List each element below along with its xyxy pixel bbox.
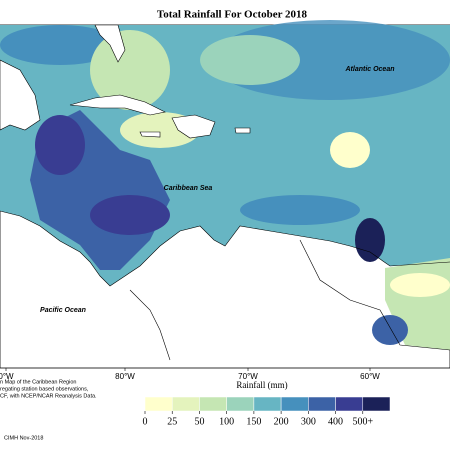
color-bin: [226, 396, 255, 412]
sea-label: Caribbean Sea: [164, 185, 213, 192]
rainfall-shading: [0, 20, 450, 270]
rainfall-low: [390, 273, 450, 297]
color-bin: [144, 396, 173, 412]
lon-label: 0°W: [0, 372, 14, 381]
lon-label: 60°W: [360, 372, 380, 381]
color-bin: [253, 396, 282, 412]
legend-tick-label: 150: [246, 416, 261, 427]
land: [0, 24, 251, 139]
legend-tick-label: 500+: [352, 416, 373, 427]
legend-tick-label: 100: [219, 416, 234, 427]
legend: 0 25 50 100 150 200 300 400 500+: [143, 396, 391, 427]
caption-line: regating station based observations,: [0, 386, 89, 392]
color-bin: [335, 396, 364, 412]
ocean-label: Pacific Ocean: [40, 307, 86, 314]
legend-tick-label: 300: [301, 416, 316, 427]
title: Total Rainfall For October 2018: [157, 9, 308, 21]
legend-tick-label: 0: [143, 416, 148, 427]
caption-line: CF, with NCEP/NCAR Reanalysis Data.: [0, 393, 97, 399]
color-bin: [280, 396, 309, 412]
legend-title: Rainfall (mm): [236, 380, 287, 390]
legend-tick-label: 25: [167, 416, 177, 427]
caption-line: CIMH Nov-2018: [4, 435, 43, 441]
legend-tick-label: 50: [194, 416, 204, 427]
color-bin: [171, 396, 200, 412]
color-bin: [362, 396, 391, 412]
legend-tick-label: 400: [328, 416, 343, 427]
longitude-labels: 0°W 80°W 70°W 60°W: [0, 368, 380, 381]
rainfall-high: [372, 315, 408, 345]
lon-label: 80°W: [115, 372, 135, 381]
ocean-label: Atlantic Ocean: [344, 66, 394, 73]
lon-label: 70°W: [238, 372, 258, 381]
legend-tick-label: 200: [274, 416, 289, 427]
map: Atlantic Ocean Caribbean Sea Pacific Oce…: [0, 20, 450, 369]
color-bin: [308, 396, 336, 412]
color-bin: [199, 396, 227, 412]
caption-line: n Map of the Caribbean Region: [0, 379, 76, 385]
coastline: [0, 210, 450, 361]
